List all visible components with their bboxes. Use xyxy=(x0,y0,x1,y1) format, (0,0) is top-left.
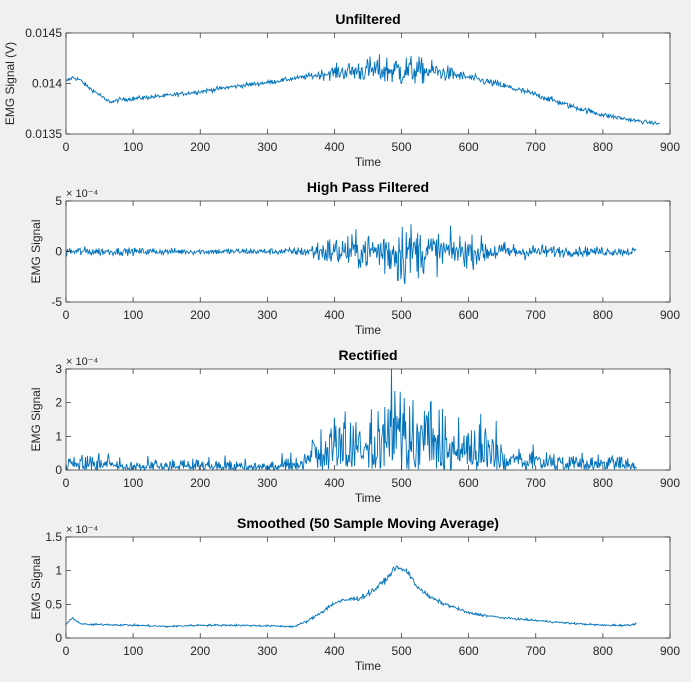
x-tick-label: 800 xyxy=(593,476,613,490)
x-tick-label: 200 xyxy=(190,644,210,658)
y-axis-label: EMG Signal xyxy=(29,219,43,283)
subplot-1: 0 100 200 300 400 500 600 700 800 900 0.0135 0.014 0… xyxy=(3,11,680,169)
y-axis-label: EMG Signal xyxy=(29,387,43,451)
data-line xyxy=(65,565,637,629)
y-axis-label: EMG Signal xyxy=(29,555,43,619)
y-tick-label: 2 xyxy=(55,396,62,410)
subplot-4: 0 100 200 300 400 500 600 700 800 900 0 0.5 1 1.5 × 10… xyxy=(29,515,680,673)
x-tick-label: 900 xyxy=(660,476,680,490)
y-tick-label: 1 xyxy=(55,429,62,443)
x-tick-label: 0 xyxy=(63,308,70,322)
x-tick-label: 700 xyxy=(526,644,546,658)
y-tick-label: 0.0145 xyxy=(25,26,62,40)
y-tick-label: 0.014 xyxy=(32,77,62,91)
x-tick-label: 300 xyxy=(257,308,277,322)
x-axis-label: Time xyxy=(355,659,382,673)
x-tick-label: 0 xyxy=(63,140,70,154)
x-tick-label: 200 xyxy=(190,140,210,154)
x-tick-label: 100 xyxy=(123,644,143,658)
y-exponent-label: × 10⁻⁴ xyxy=(66,188,99,200)
x-tick-label: 400 xyxy=(324,476,344,490)
subplot-title: High Pass Filtered xyxy=(307,179,429,195)
y-tick-label: 1.5 xyxy=(45,530,62,544)
y-axis-label: EMG Signal (V) xyxy=(3,42,17,125)
y-exponent-label: × 10⁻⁴ xyxy=(66,356,99,368)
x-tick-label: 500 xyxy=(392,308,412,322)
subplot-title: Rectified xyxy=(338,347,397,363)
x-tick-label: 800 xyxy=(593,644,613,658)
x-tick-label: 200 xyxy=(190,308,210,322)
x-tick-label: 200 xyxy=(190,476,210,490)
y-tick-label: 0 xyxy=(55,631,62,645)
y-tick-label: 0 xyxy=(55,245,62,259)
x-axis-label: Time xyxy=(355,155,382,169)
y-tick-label: 0.0135 xyxy=(25,127,62,141)
x-tick-label: 300 xyxy=(257,140,277,154)
x-tick-label: 400 xyxy=(324,308,344,322)
x-tick-label: 600 xyxy=(459,308,479,322)
x-tick-label: 500 xyxy=(392,644,412,658)
subplot-3: 0 100 200 300 400 500 600 700 800 900 0 1 2 3 × 10⁻⁴ Re… xyxy=(29,347,680,505)
x-tick-label: 100 xyxy=(123,308,143,322)
x-tick-label: 800 xyxy=(593,308,613,322)
x-tick-label: 900 xyxy=(660,644,680,658)
plot-area xyxy=(66,537,670,638)
x-axis-label: Time xyxy=(355,323,382,337)
x-tick-label: 700 xyxy=(526,140,546,154)
axes-box xyxy=(65,536,671,639)
x-tick-label: 600 xyxy=(459,476,479,490)
x-tick-label: 0 xyxy=(63,476,70,490)
y-tick-label: 3 xyxy=(55,362,62,376)
x-tick-label: 300 xyxy=(257,476,277,490)
data-line xyxy=(65,224,637,285)
subplot-title: Smoothed (50 Sample Moving Average) xyxy=(237,515,499,531)
x-tick-label: 400 xyxy=(324,644,344,658)
x-tick-label: 500 xyxy=(392,140,412,154)
x-tick-label: 700 xyxy=(526,476,546,490)
axes-box xyxy=(65,368,671,471)
x-tick-label: 400 xyxy=(324,140,344,154)
subplot-2: 0 100 200 300 400 500 600 700 800 900-505 × 10⁻⁴ Hi… xyxy=(29,179,680,337)
y-tick-label: -5 xyxy=(51,295,62,309)
x-tick-label: 900 xyxy=(660,308,680,322)
x-tick-label: 600 xyxy=(459,644,479,658)
plot-area xyxy=(66,33,670,134)
x-tick-label: 600 xyxy=(459,140,479,154)
x-tick-label: 300 xyxy=(257,644,277,658)
subplot-title: Unfiltered xyxy=(335,11,400,27)
x-tick-label: 800 xyxy=(593,140,613,154)
data-line xyxy=(65,54,660,126)
data-line xyxy=(65,368,637,472)
y-exponent-label: × 10⁻⁴ xyxy=(66,524,99,536)
x-tick-label: 900 xyxy=(660,140,680,154)
y-tick-label: 1 xyxy=(55,564,62,578)
x-tick-label: 0 xyxy=(63,644,70,658)
x-tick-label: 500 xyxy=(392,476,412,490)
x-tick-label: 100 xyxy=(123,140,143,154)
y-tick-label: 0 xyxy=(55,463,62,477)
y-tick-label: 5 xyxy=(55,194,62,208)
y-tick-label: 0.5 xyxy=(45,597,62,611)
x-axis-label: Time xyxy=(355,491,382,505)
x-tick-label: 700 xyxy=(526,308,546,322)
x-tick-label: 100 xyxy=(123,476,143,490)
